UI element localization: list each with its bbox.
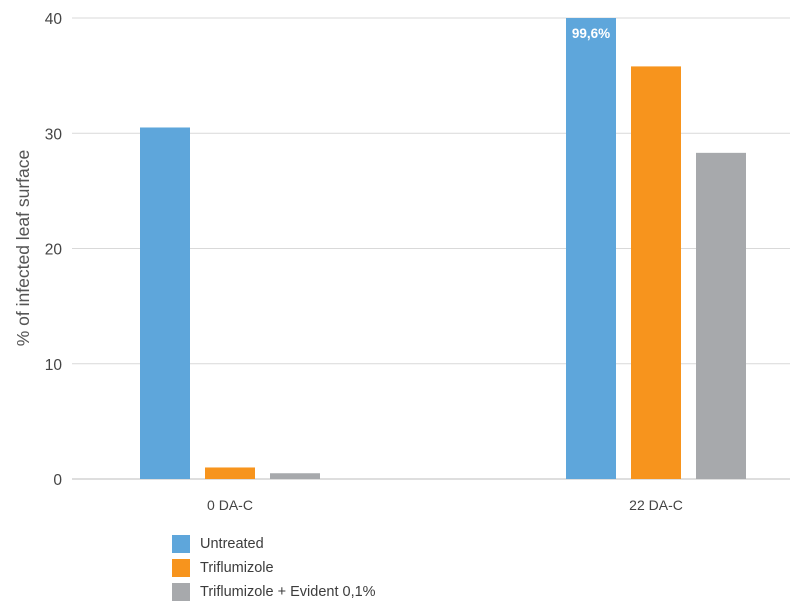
legend-swatch (172, 535, 190, 553)
y-tick-label: 30 (45, 126, 63, 143)
x-tick-label: 0 DA-C (207, 497, 253, 513)
bar-triflumizole-1 (631, 66, 681, 479)
bar-triflumizole-evident-0-1--0 (270, 473, 320, 479)
legend-item: Triflumizole (172, 556, 376, 580)
y-axis-label: % of infected leaf surface (13, 150, 33, 347)
legend-label: Triflumizole + Evident 0,1% (200, 584, 376, 600)
bar-triflumizole-0 (205, 467, 255, 479)
bars: 99,6% (140, 18, 746, 480)
legend-item: Untreated (172, 532, 376, 556)
legend-item: Triflumizole + Evident 0,1% (172, 580, 376, 604)
x-axis-ticks: 0 DA-C 22 DA-C (207, 497, 683, 513)
bar-triflumizole-evident-0-1--1 (696, 152, 746, 479)
legend-swatch (172, 559, 190, 577)
y-tick-label: 40 (45, 11, 63, 28)
y-tick-label: 20 (45, 242, 63, 259)
y-axis-ticks: 0 10 20 30 40 (45, 11, 63, 489)
bar-untreated-1 (566, 18, 616, 479)
legend-label: Triflumizole (200, 560, 274, 576)
y-tick-label: 0 (53, 472, 62, 489)
bar-untreated-0 (140, 127, 190, 480)
x-tick-label: 22 DA-C (629, 497, 683, 513)
data-label-annotation: 99,6% (572, 26, 610, 41)
y-tick-label: 10 (45, 357, 63, 374)
legend: Untreated Triflumizole Triflumizole + Evid… (172, 532, 376, 604)
legend-swatch (172, 583, 190, 601)
legend-label: Untreated (200, 536, 264, 552)
